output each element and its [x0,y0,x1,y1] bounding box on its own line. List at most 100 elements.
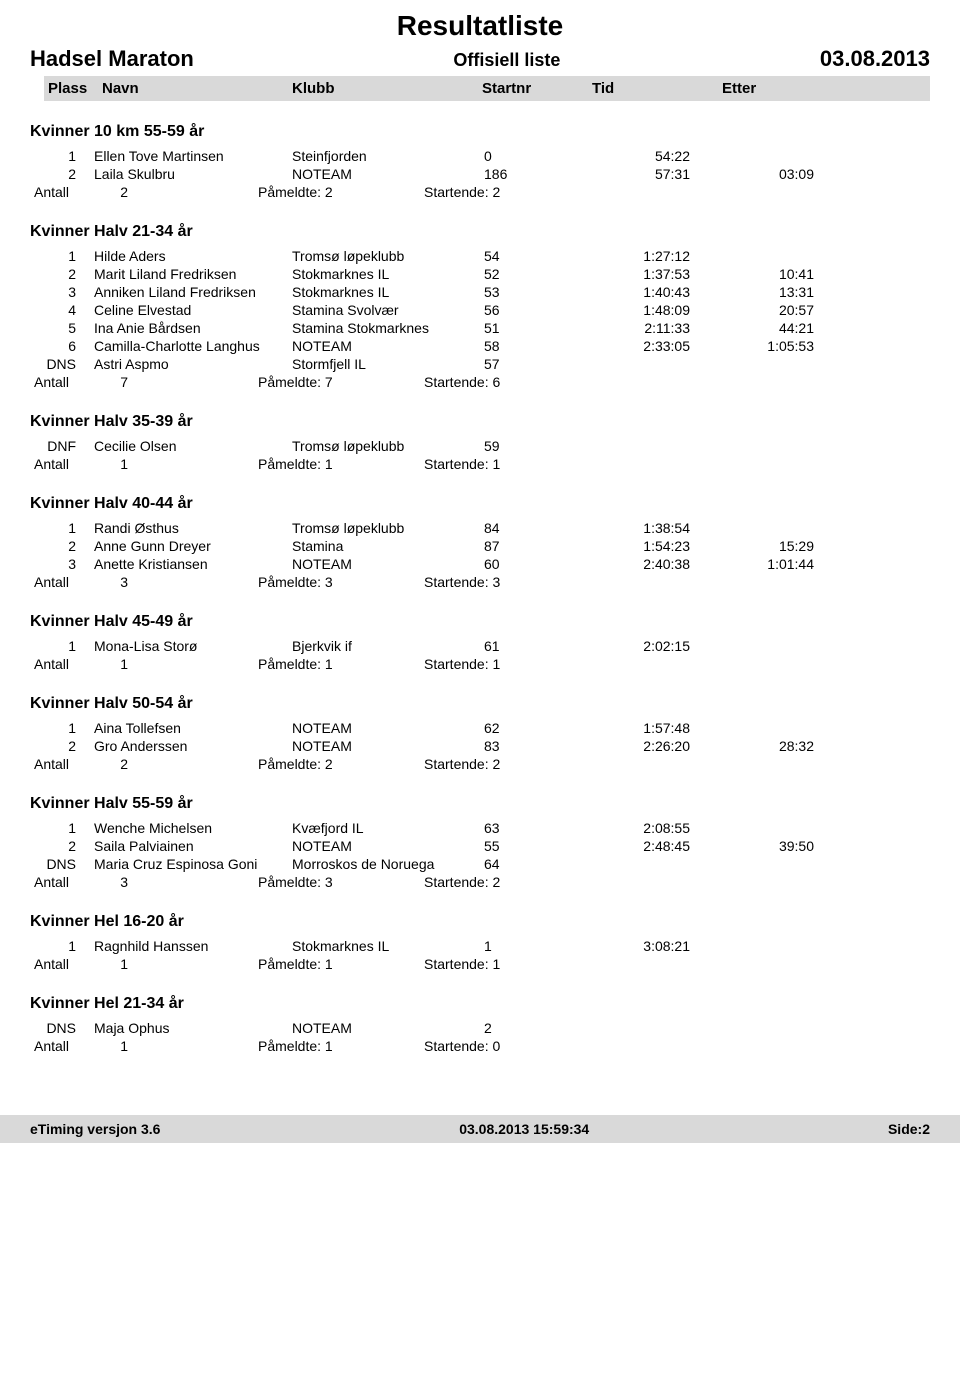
group-title: Kvinner Halv 21-34 år [30,223,930,241]
result-row: DNSMaria Cruz Espinosa GoniMorroskos de … [30,855,930,873]
group-summary: Antall1Påmeldte: 1Startende: 0 [30,1037,930,1055]
summary-antall-value: 1 [112,656,142,672]
group-summary: Antall1Påmeldte: 1Startende: 1 [30,955,930,973]
cell-startnr: 64 [484,856,534,872]
group-title: Kvinner Halv 50-54 år [30,695,930,713]
cell-plass: 4 [44,302,94,318]
summary-startende: Startende: 3 [344,574,544,590]
cell-startnr: 87 [484,538,534,554]
result-group: Kvinner Halv 35-39 årDNFCecilie OlsenTro… [30,413,930,473]
summary-startende: Startende: 2 [344,756,544,772]
cell-startnr: 186 [484,166,534,182]
summary-antall-value: 1 [112,1038,142,1054]
summary-pameldte: Påmeldte: 1 [142,656,344,672]
cell-plass: 1 [44,148,94,164]
page-footer: eTiming versjon 3.6 03.08.2013 15:59:34 … [0,1115,960,1143]
footer-left: eTiming versjon 3.6 [30,1121,160,1137]
cell-startnr: 0 [484,148,534,164]
cell-tid: 1:40:43 [534,284,734,300]
result-row: DNSAstri AspmoStormfjell IL57 [30,355,930,373]
cell-startnr: 61 [484,638,534,654]
cell-etter [734,638,814,654]
summary-label-antall: Antall [34,184,112,200]
summary-startende: Startende: 2 [344,874,544,890]
cell-etter: 44:21 [734,320,814,336]
group-summary: Antall1Påmeldte: 1Startende: 1 [30,655,930,673]
cell-plass: 2 [44,538,94,554]
cell-tid: 1:57:48 [534,720,734,736]
summary-label-antall: Antall [34,374,112,390]
cell-navn: Maria Cruz Espinosa Goni [94,856,292,872]
cell-navn: Camilla-Charlotte Langhus [94,338,292,354]
cell-etter [734,520,814,536]
summary-antall-value: 3 [112,574,142,590]
cell-etter [734,720,814,736]
result-group: Kvinner Hel 16-20 år1Ragnhild HanssenSto… [30,913,930,973]
cell-etter: 20:57 [734,302,814,318]
cell-startnr: 62 [484,720,534,736]
cell-startnr: 59 [484,438,534,454]
cell-klubb: Stokmarknes IL [292,266,484,282]
cell-startnr: 51 [484,320,534,336]
cell-plass: 1 [44,248,94,264]
result-row: 4Celine ElvestadStamina Svolvær561:48:09… [30,301,930,319]
summary-pameldte: Påmeldte: 2 [142,184,344,200]
cell-klubb: NOTEAM [292,720,484,736]
summary-pameldte: Påmeldte: 1 [142,956,344,972]
cell-startnr: 60 [484,556,534,572]
cell-etter: 39:50 [734,838,814,854]
result-group: Kvinner Halv 50-54 år1Aina TollefsenNOTE… [30,695,930,773]
summary-pameldte: Påmeldte: 3 [142,874,344,890]
cell-navn: Astri Aspmo [94,356,292,372]
summary-startende: Startende: 6 [344,374,544,390]
cell-startnr: 56 [484,302,534,318]
footer-right: Side:2 [888,1121,930,1137]
result-row: 1Hilde AdersTromsø løpeklubb541:27:12 [30,247,930,265]
cell-navn: Ellen Tove Martinsen [94,148,292,164]
cell-plass: 1 [44,520,94,536]
summary-pameldte: Påmeldte: 7 [142,374,344,390]
cell-tid: 1:27:12 [534,248,734,264]
cell-plass: 3 [44,284,94,300]
cell-etter [734,248,814,264]
summary-label-antall: Antall [34,1038,112,1054]
cell-startnr: 55 [484,838,534,854]
cell-navn: Aina Tollefsen [94,720,292,736]
cell-plass: DNS [44,856,94,872]
result-row: 3Anniken Liland FredriksenStokmarknes IL… [30,283,930,301]
cell-plass: 2 [44,166,94,182]
summary-pameldte: Påmeldte: 1 [142,456,344,472]
cell-klubb: NOTEAM [292,166,484,182]
cell-etter: 15:29 [734,538,814,554]
cell-tid [534,1020,734,1036]
summary-antall-value: 2 [112,184,142,200]
summary-antall-value: 2 [112,756,142,772]
cell-etter [734,820,814,836]
summary-antall-value: 1 [112,956,142,972]
cell-tid [534,856,734,872]
cell-klubb: Stamina Stokmarknes [292,320,484,336]
cell-startnr: 2 [484,1020,534,1036]
cell-navn: Celine Elvestad [94,302,292,318]
summary-label-antall: Antall [34,756,112,772]
cell-etter: 1:05:53 [734,338,814,354]
cell-etter: 28:32 [734,738,814,754]
summary-label-antall: Antall [34,956,112,972]
group-title: Kvinner Halv 55-59 år [30,795,930,813]
cell-startnr: 84 [484,520,534,536]
result-row: 1Wenche MichelsenKvæfjord IL632:08:55 [30,819,930,837]
summary-startende: Startende: 0 [344,1038,544,1054]
result-row: 1Ellen Tove MartinsenSteinfjorden054:22 [30,147,930,165]
summary-startende: Startende: 1 [344,656,544,672]
cell-navn: Mona-Lisa Storø [94,638,292,654]
summary-antall-value: 3 [112,874,142,890]
group-summary: Antall2Påmeldte: 2Startende: 2 [30,183,930,201]
summary-label-antall: Antall [34,874,112,890]
cell-plass: 1 [44,820,94,836]
cell-tid [534,356,734,372]
col-tid: Tid [592,80,722,97]
cell-navn: Marit Liland Fredriksen [94,266,292,282]
event-name: Hadsel Maraton [30,46,194,72]
result-group: Kvinner Halv 40-44 år1Randi ØsthusTromsø… [30,495,930,591]
cell-navn: Cecilie Olsen [94,438,292,454]
